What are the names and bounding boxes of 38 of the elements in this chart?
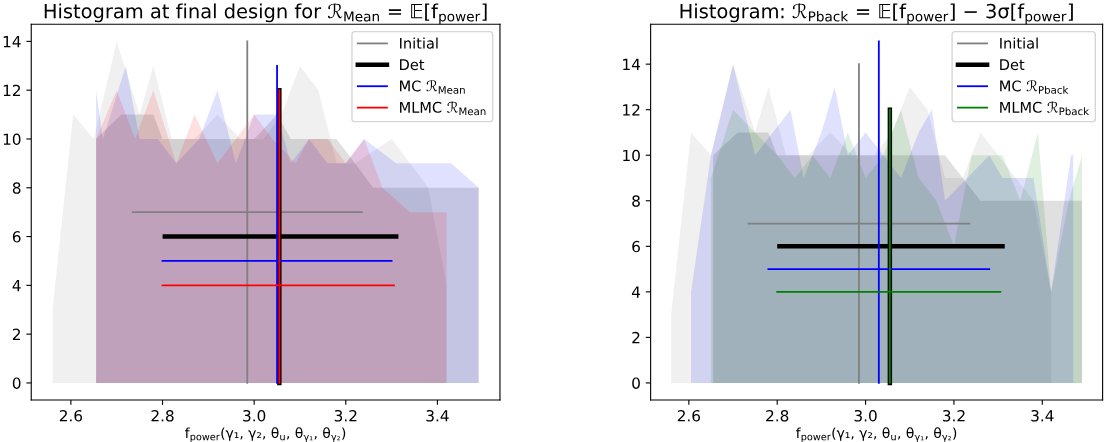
text: f$_{power}$(γ₁, γ₂, θ$_{u}$, θ$_{γ₁}$, θ$_{γ₂}$) — [185, 427, 346, 442]
y-tick-label: 4 — [631, 286, 641, 298]
y-tick-label: 12 — [3, 84, 20, 96]
y-tick-label: 0 — [12, 377, 21, 389]
y-tick-label: 4 — [12, 280, 21, 292]
legend-label: Initial — [400, 37, 438, 49]
y-tick-label: 8 — [12, 182, 21, 194]
y-tick-label: 6 — [632, 240, 640, 253]
legend-label: MLMC ℛ$_{Pback}$ — [1000, 101, 1090, 116]
legend-label: MC ℛ$_{Mean}$ — [400, 79, 465, 94]
y-tick-label: 0 — [632, 377, 640, 389]
x-tick-label: 3.4 — [426, 410, 449, 422]
y-tick-label: 2 — [632, 331, 640, 344]
y-tick-label: 6 — [12, 231, 21, 243]
x-tick-label: 3.2 — [942, 410, 965, 422]
legend-label: MC ℛ$_{Pback}$ — [1000, 79, 1069, 94]
y-tick-label: 10 — [623, 149, 640, 162]
x-tick-label: 3.0 — [854, 410, 877, 422]
legend-label: Initial — [1000, 37, 1038, 49]
text: f$_{power}$(γ₁, γ₂, θ$_{u}$, θ$_{γ₁}$, θ$_{γ₂}$) — [796, 427, 957, 442]
x-tick-label: 3.0 — [243, 410, 266, 422]
y-tick-label: 8 — [632, 195, 640, 207]
y-tick-label: 14 — [3, 36, 21, 48]
legend-label: Det — [1000, 59, 1025, 71]
legend-label: MLMC ℛ$_{Mean}$ — [400, 101, 486, 116]
x-tick-label: 2.6 — [677, 410, 701, 422]
legend-label: Det — [400, 59, 425, 71]
chart-title: Histogram at final design for ℛ$_{Mean}$ = 𝔼[f$_{power}$] — [44, 3, 487, 25]
x-tick-label: 2.8 — [766, 410, 789, 422]
x-tick-label: 3.4 — [1031, 410, 1054, 422]
x-tick-label: 2.8 — [151, 410, 174, 422]
y-tick-label: 2 — [12, 328, 20, 340]
chart-title: Histogram: ℛ$_{Pback}$ = 𝔼[f$_{power}$] − 3σ[f$_{power}$] — [680, 3, 1073, 25]
x-tick-label: 2.6 — [59, 410, 83, 422]
y-tick-label: 10 — [3, 133, 21, 145]
y-tick-label: 12 — [623, 104, 640, 116]
y-tick-label: 14 — [623, 58, 641, 70]
x-tick-label: 3.2 — [334, 410, 357, 422]
